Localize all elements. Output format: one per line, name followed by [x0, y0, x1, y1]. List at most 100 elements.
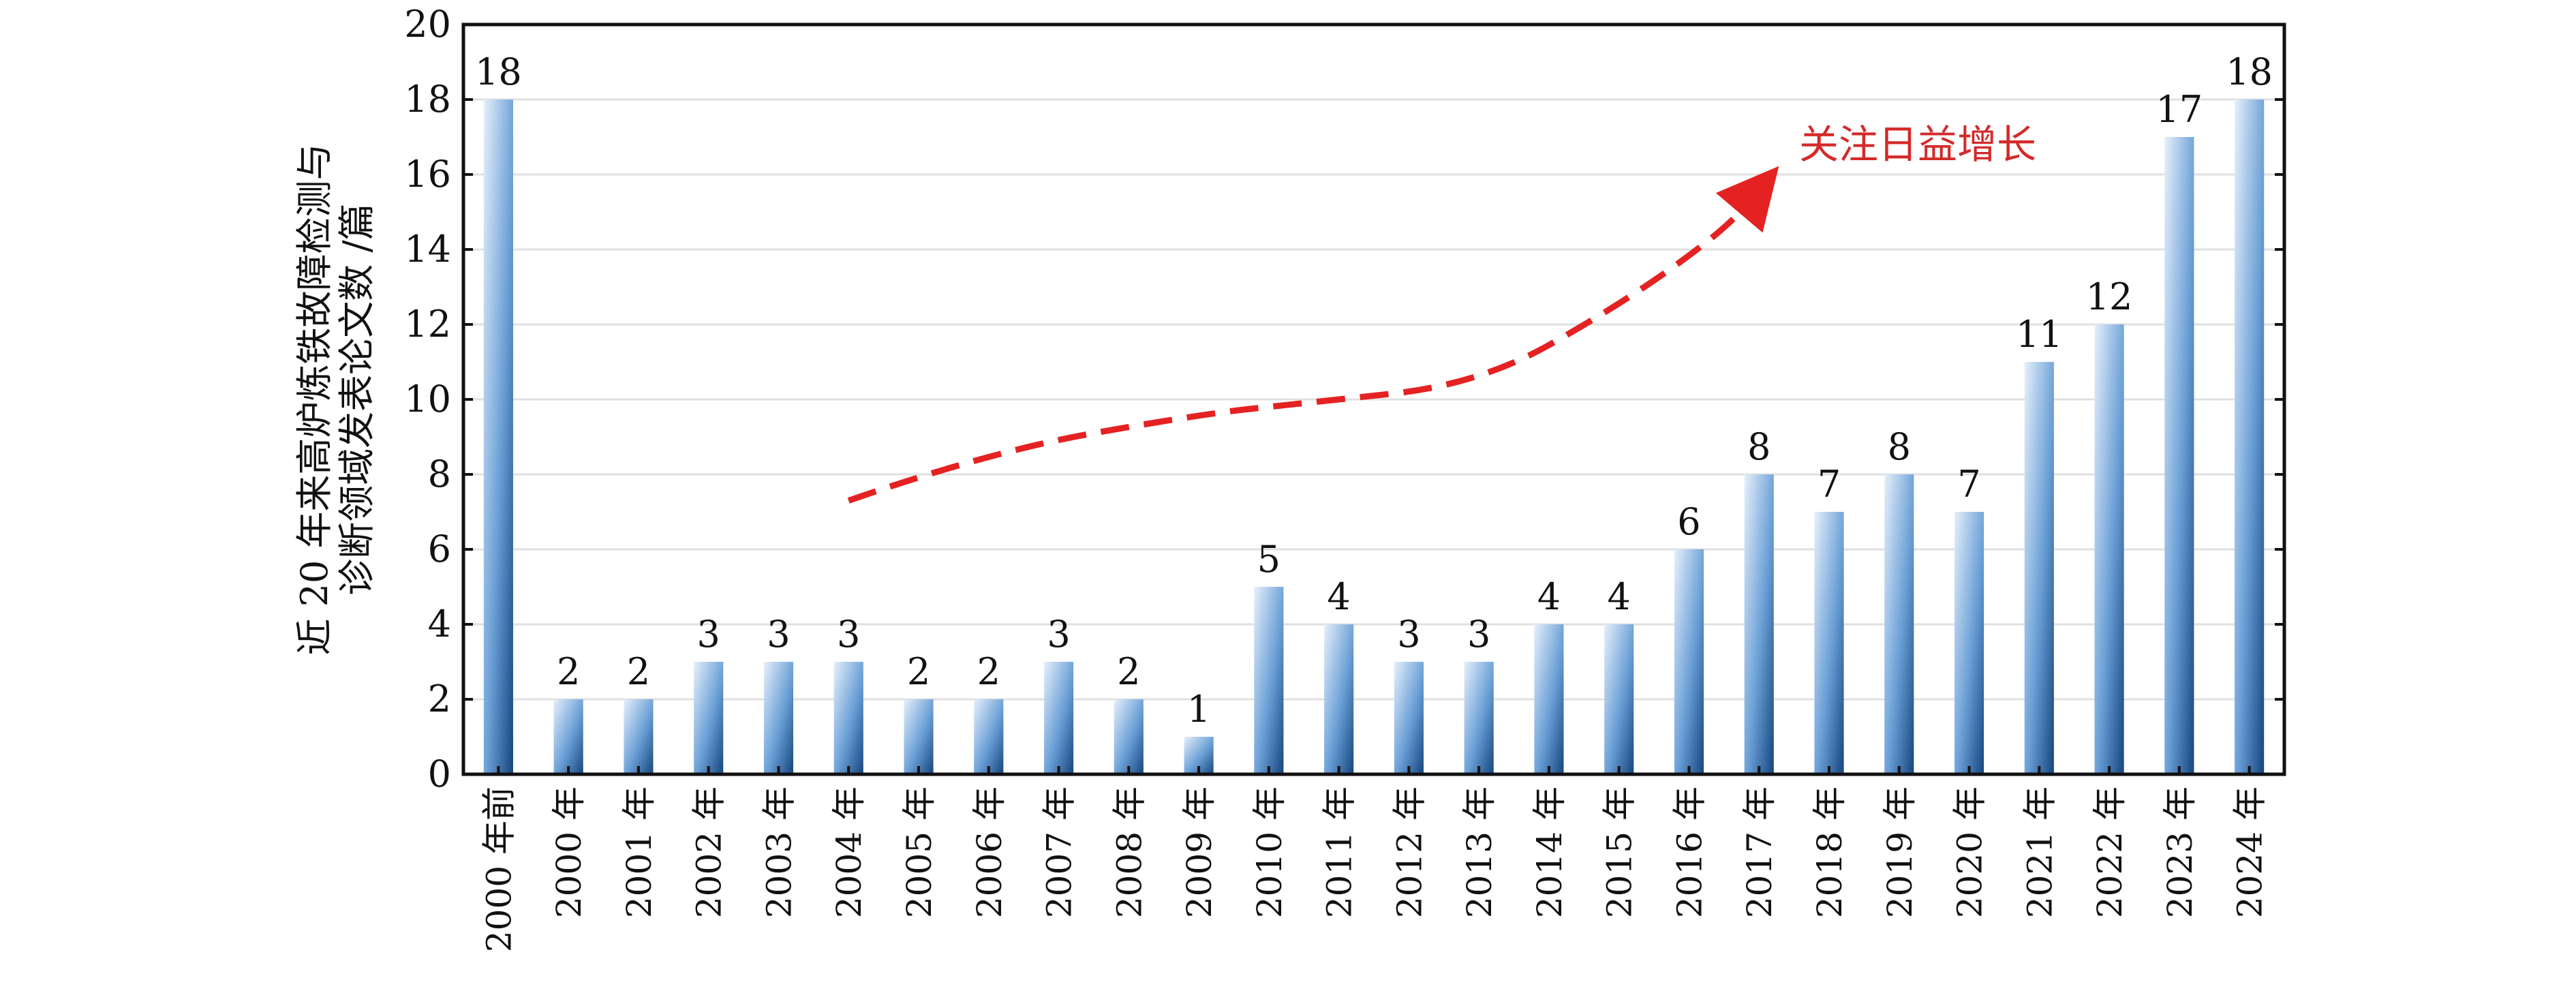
data-label: 3 [1467, 613, 1490, 656]
data-label: 7 [1957, 463, 1980, 506]
x-tick-label: 2000 年 [549, 787, 589, 918]
bar [1394, 662, 1424, 774]
data-label: 2 [977, 650, 1000, 693]
x-tick-label: 2013 年 [1460, 787, 1499, 918]
data-label: 7 [1818, 463, 1841, 506]
bar [1884, 474, 1914, 774]
data-label: 2 [907, 650, 930, 693]
data-label: 8 [1747, 425, 1770, 468]
x-tick-label: 2015 年 [1600, 787, 1640, 918]
x-tick-label: 2008 年 [1109, 787, 1149, 918]
y-tick-label: 18 [404, 78, 451, 121]
data-label: 11 [2016, 313, 2063, 356]
x-tick-label: 2017 年 [1740, 787, 1779, 918]
x-tick-label: 2023 年 [2160, 787, 2200, 918]
data-label: 2 [1117, 650, 1140, 693]
data-label: 18 [2226, 50, 2273, 93]
bar [1464, 662, 1494, 774]
x-tick-label: 2007 年 [1040, 787, 1079, 918]
bar [2235, 100, 2265, 774]
data-label: 4 [1327, 575, 1350, 618]
data-label: 4 [1537, 575, 1561, 618]
trend-arrow [847, 166, 1779, 504]
data-label: 3 [1397, 613, 1420, 656]
bar [1814, 512, 1844, 774]
bar [1534, 624, 1564, 774]
data-label: 3 [1047, 613, 1070, 656]
bar [1043, 662, 1074, 774]
data-label: 2 [557, 650, 580, 693]
y-tick-label: 8 [428, 453, 451, 496]
bar [1954, 512, 1984, 774]
y-tick-label: 20 [404, 3, 451, 46]
data-label: 3 [837, 613, 860, 656]
bar [1114, 699, 1144, 774]
x-tick-label: 2002 年 [690, 787, 729, 918]
x-tick-label: 2004 年 [829, 787, 869, 918]
data-label: 17 [2156, 88, 2203, 131]
y-tick-label: 2 [428, 677, 451, 720]
data-label: 6 [1677, 500, 1700, 543]
data-label: 5 [1257, 538, 1281, 581]
data-label: 2 [627, 650, 650, 693]
trend-annotation: 关注日益增长 [847, 121, 2036, 504]
y-axis-label-line: 近 20 年来高炉炼铁故障检测与 [293, 143, 336, 655]
bar [624, 699, 654, 774]
x-tick-label: 2003 年 [759, 787, 799, 918]
bar [2164, 137, 2194, 774]
gridlines [463, 98, 2284, 701]
bar [904, 699, 934, 774]
y-tick-label: 16 [404, 153, 451, 196]
bar [833, 662, 863, 774]
y-tick-label: 12 [404, 303, 451, 346]
y-tick-label: 10 [404, 378, 451, 421]
bar [974, 699, 1004, 774]
x-tick-label: 2018 年 [1810, 787, 1850, 918]
bar [1254, 587, 1284, 774]
x-tick-label: 2006 年 [970, 787, 1009, 918]
x-tick-label: 2005 年 [900, 787, 939, 918]
bar [2094, 324, 2124, 774]
x-tick-label: 2021 年 [2020, 787, 2059, 918]
y-tick-label: 14 [404, 228, 451, 271]
x-tick-label: 2016 年 [1670, 787, 1709, 918]
bar [1674, 549, 1704, 774]
bar [1324, 624, 1354, 774]
bar [483, 100, 513, 774]
data-label: 18 [475, 50, 522, 93]
y-axis-label: 近 20 年来高炉炼铁故障检测与 诊断领域发表论文数 /篇 [293, 143, 378, 655]
bar [1604, 624, 1634, 774]
x-tick-label: 2000 年前 [479, 787, 519, 952]
bar [694, 662, 724, 774]
bar [763, 662, 794, 774]
bar [2024, 362, 2054, 774]
x-tick-label: 2014 年 [1530, 787, 1569, 918]
y-tick-label: 0 [428, 752, 451, 795]
x-tick-label: 2009 年 [1180, 787, 1219, 918]
bar [1744, 474, 1774, 774]
data-label: 12 [2086, 275, 2133, 318]
data-label: 8 [1888, 425, 1911, 468]
x-tick-label: 2024 年 [2230, 787, 2270, 918]
data-label: 3 [767, 613, 790, 656]
x-tick-label: 2012 年 [1390, 787, 1429, 918]
data-label: 4 [1608, 575, 1631, 618]
data-label: 1 [1187, 688, 1210, 731]
x-tick-label: 2020 年 [1950, 787, 1990, 918]
bars [483, 100, 2265, 774]
x-tick-label: 2019 年 [1880, 787, 1920, 918]
y-tick-label: 6 [428, 528, 451, 570]
data-labels: 18 2 2 3 3 3 2 2 3 2 1 5 4 3 3 4 4 6 8 7 8 7 11 12 17 18 [475, 50, 2273, 731]
data-label: 3 [697, 613, 720, 656]
x-tick-label: 2022 年 [2090, 787, 2130, 918]
y-tick-label: 4 [428, 603, 451, 645]
x-tick-label: 2010 年 [1250, 787, 1289, 918]
x-tick-label: 2011 年 [1320, 787, 1360, 918]
bar [553, 699, 583, 774]
y-axis-label-line: 诊断领域发表论文数 /篇 [335, 203, 378, 595]
annotation-label: 关注日益增长 [1799, 121, 2036, 168]
x-tick-label: 2001 年 [619, 787, 659, 918]
